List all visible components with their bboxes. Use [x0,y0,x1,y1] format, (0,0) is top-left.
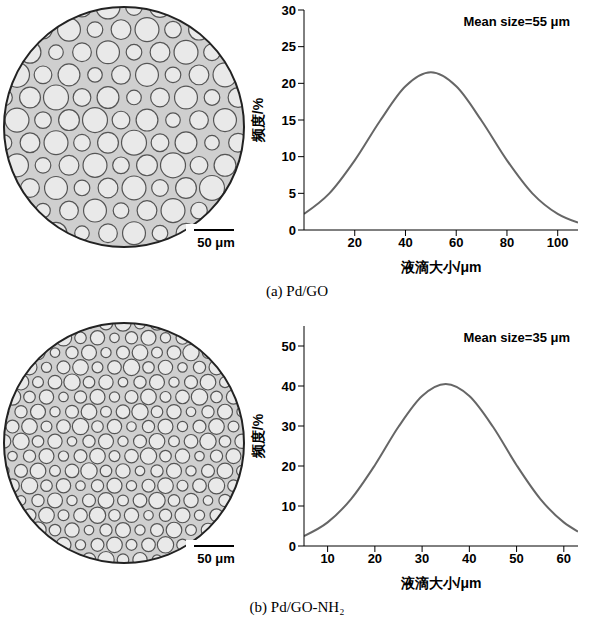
svg-text:50: 50 [509,551,523,566]
svg-text:60: 60 [449,235,463,250]
svg-text:30: 30 [282,3,296,18]
svg-text:0: 0 [289,539,296,554]
svg-text:20: 20 [282,76,296,91]
svg-text:30: 30 [415,551,429,566]
svg-text:5: 5 [289,186,296,201]
svg-text:60: 60 [557,551,571,566]
svg-text:15: 15 [282,113,296,128]
svg-text:液滴大小/μm: 液滴大小/μm [400,575,482,591]
svg-text:20: 20 [368,551,382,566]
svg-text:10: 10 [282,149,296,164]
html-text:(b) Pd/GO-NH₂: (b) Pd/GO-NH₂ [249,599,345,615]
svg-text:50 μm: 50 μm [197,235,235,250]
svg-text:30: 30 [282,419,296,434]
svg-text:25: 25 [282,39,296,54]
svg-text:40: 40 [462,551,476,566]
svg-text:0: 0 [289,223,296,238]
svg-text:频度/%: 频度/% [250,97,266,143]
svg-text:50: 50 [282,339,296,354]
svg-text:10: 10 [282,499,296,514]
html-text:Mean size=35 μm: Mean size=35 μm [463,330,570,345]
svg-text:50 μm: 50 μm [197,551,235,566]
svg-text:10: 10 [320,551,334,566]
svg-text:40: 40 [398,235,412,250]
svg-text:80: 80 [500,235,514,250]
svg-text:液滴大小/μm: 液滴大小/μm [400,259,482,275]
html-text:(a) Pd/GO: (a) Pd/GO [266,283,328,299]
svg-text:40: 40 [282,379,296,394]
svg-text:20: 20 [348,235,362,250]
svg-text:20: 20 [282,459,296,474]
html-text:Mean size=55 μm: Mean size=55 μm [463,14,570,29]
svg-text:频度/%: 频度/% [250,413,266,459]
svg-text:100: 100 [547,235,569,250]
